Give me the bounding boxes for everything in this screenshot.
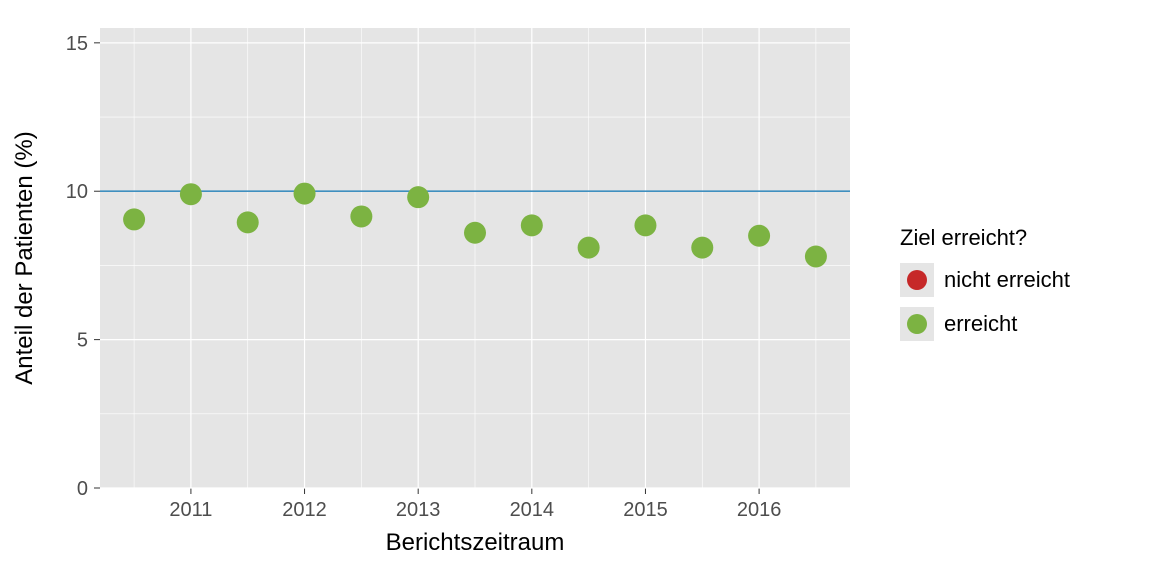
x-tick-label: 2015 xyxy=(623,499,668,521)
data-point xyxy=(180,183,202,205)
data-point xyxy=(691,237,713,259)
y-tick-label: 5 xyxy=(77,330,88,352)
legend-dot-icon xyxy=(907,314,927,334)
y-tick-label: 10 xyxy=(66,181,88,203)
legend: Ziel erreicht? nicht erreicht erreicht xyxy=(900,225,1070,351)
x-tick-label: 2012 xyxy=(282,499,327,521)
legend-item: nicht erreicht xyxy=(900,263,1070,297)
data-point xyxy=(464,222,486,244)
legend-title: Ziel erreicht? xyxy=(900,225,1070,251)
y-axis-label: Anteil der Patienten (%) xyxy=(11,131,38,384)
legend-swatch xyxy=(900,307,934,341)
x-tick-label: 2013 xyxy=(396,499,441,521)
chart-panel: 2011 2012 2013 2014 2015 2016 0 5 10 15 Berichtsze… xyxy=(0,8,870,568)
data-point xyxy=(748,225,770,247)
data-point xyxy=(407,186,429,208)
legend-item-label: erreicht xyxy=(944,311,1017,337)
data-point xyxy=(123,208,145,230)
y-tick-label: 0 xyxy=(77,478,88,500)
data-point xyxy=(237,211,259,233)
data-point xyxy=(350,205,372,227)
legend-dot-icon xyxy=(907,270,927,290)
x-tick-label: 2011 xyxy=(169,499,212,521)
legend-item-label: nicht erreicht xyxy=(944,267,1070,293)
data-point xyxy=(634,214,656,236)
y-tick-label: 15 xyxy=(66,33,88,55)
x-axis-label: Berichtszeitraum xyxy=(386,529,565,556)
data-point xyxy=(805,246,827,268)
scatter-chart: 2011 2012 2013 2014 2015 2016 0 5 10 15 Berichtsze… xyxy=(0,8,870,568)
legend-item: erreicht xyxy=(900,307,1070,341)
data-point xyxy=(294,183,316,205)
data-point xyxy=(578,237,600,259)
data-point xyxy=(521,214,543,236)
legend-swatch xyxy=(900,263,934,297)
x-tick-label: 2014 xyxy=(510,499,555,521)
x-tick-label: 2016 xyxy=(737,499,782,521)
